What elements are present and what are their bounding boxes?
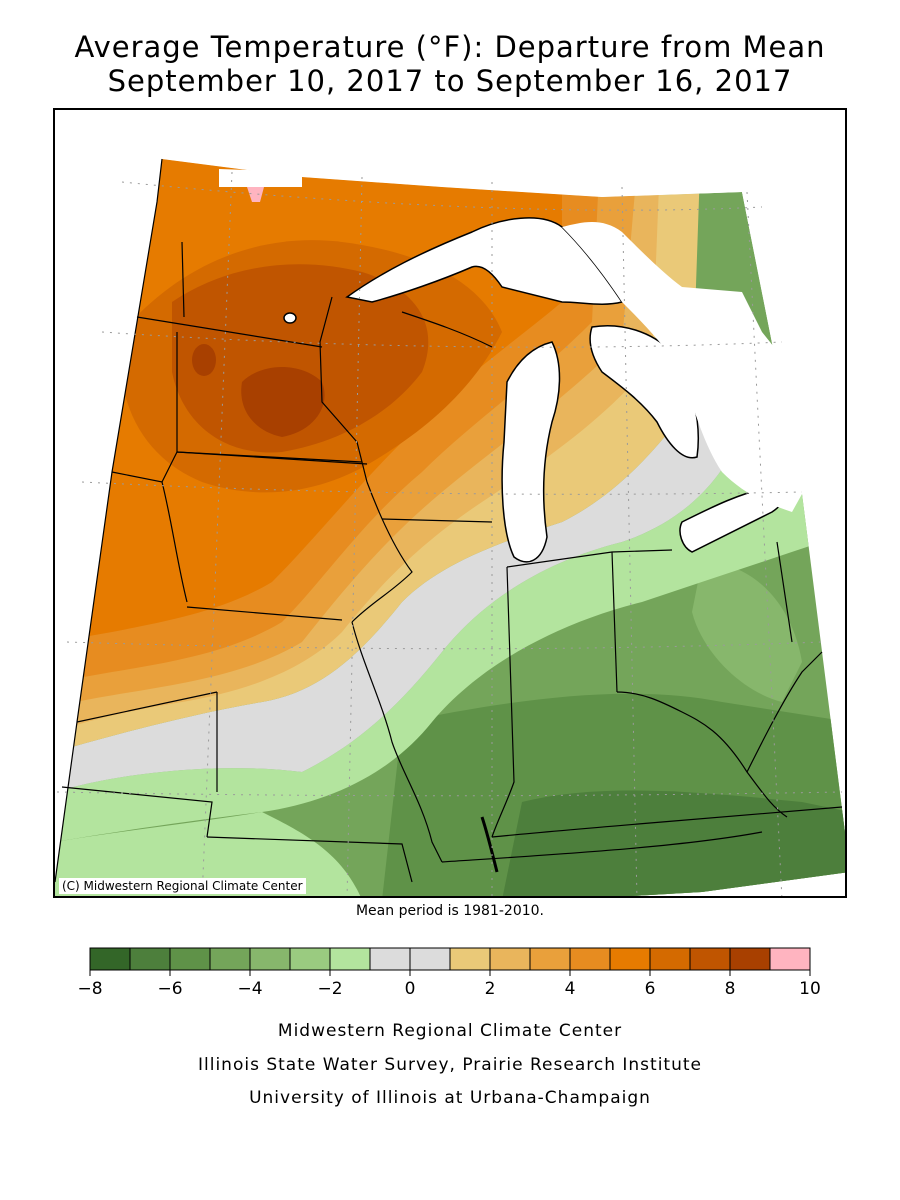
legend-swatch bbox=[249, 947, 291, 971]
legend-swatches bbox=[89, 947, 811, 971]
legend-tick-label: 0 bbox=[405, 979, 416, 999]
legend-swatch bbox=[649, 947, 691, 971]
legend-tick-label: 8 bbox=[725, 979, 736, 999]
graticule bbox=[56, 171, 843, 896]
great-lakes bbox=[162, 110, 845, 563]
legend-swatch bbox=[769, 947, 811, 971]
state-borders bbox=[55, 158, 843, 883]
legend-swatch bbox=[489, 947, 531, 971]
legend-swatch bbox=[289, 947, 331, 971]
legend-swatch bbox=[529, 947, 571, 971]
legend-swatch bbox=[689, 947, 731, 971]
legend-swatch bbox=[129, 947, 171, 971]
temperature-departure-map bbox=[55, 110, 845, 896]
footer-org: Midwestern Regional Climate Center bbox=[277, 1021, 623, 1041]
legend-swatch bbox=[169, 947, 211, 971]
legend-tick-label: −2 bbox=[317, 979, 342, 999]
legend-swatch bbox=[609, 947, 651, 971]
legend-tick-label: 2 bbox=[485, 979, 496, 999]
legend-tick-label: −8 bbox=[77, 979, 102, 999]
legend-swatch bbox=[209, 947, 251, 971]
footer-university: University of Illinois at Urbana-Champai… bbox=[249, 1088, 651, 1108]
legend-swatch bbox=[449, 947, 491, 971]
legend-swatch bbox=[369, 947, 411, 971]
legend-swatch bbox=[329, 947, 371, 971]
map-title: Average Temperature (°F): Departure from… bbox=[74, 30, 826, 64]
legend-ticks: −8 −6 −4 −2 0 2 4 6 8 10 bbox=[77, 970, 821, 999]
legend-swatch bbox=[569, 947, 611, 971]
legend-tick-label: −6 bbox=[157, 979, 182, 999]
map-date-range: September 10, 2017 to September 16, 2017 bbox=[107, 64, 793, 98]
copyright-notice: (C) Midwestern Regional Climate Center bbox=[59, 878, 306, 894]
legend-swatch bbox=[729, 947, 771, 971]
legend-swatch bbox=[89, 947, 131, 971]
mean-period-note: Mean period is 1981-2010. bbox=[355, 903, 545, 919]
legend-tick-label: 4 bbox=[565, 979, 576, 999]
legend-tick-label: 10 bbox=[799, 979, 821, 999]
legend-tick-label: 6 bbox=[645, 979, 656, 999]
legend-swatch bbox=[409, 947, 451, 971]
legend-tick-label: −4 bbox=[237, 979, 262, 999]
map-panel: (C) Midwestern Regional Climate Center bbox=[53, 108, 847, 898]
footer-survey: Illinois State Water Survey, Prairie Res… bbox=[198, 1055, 702, 1075]
